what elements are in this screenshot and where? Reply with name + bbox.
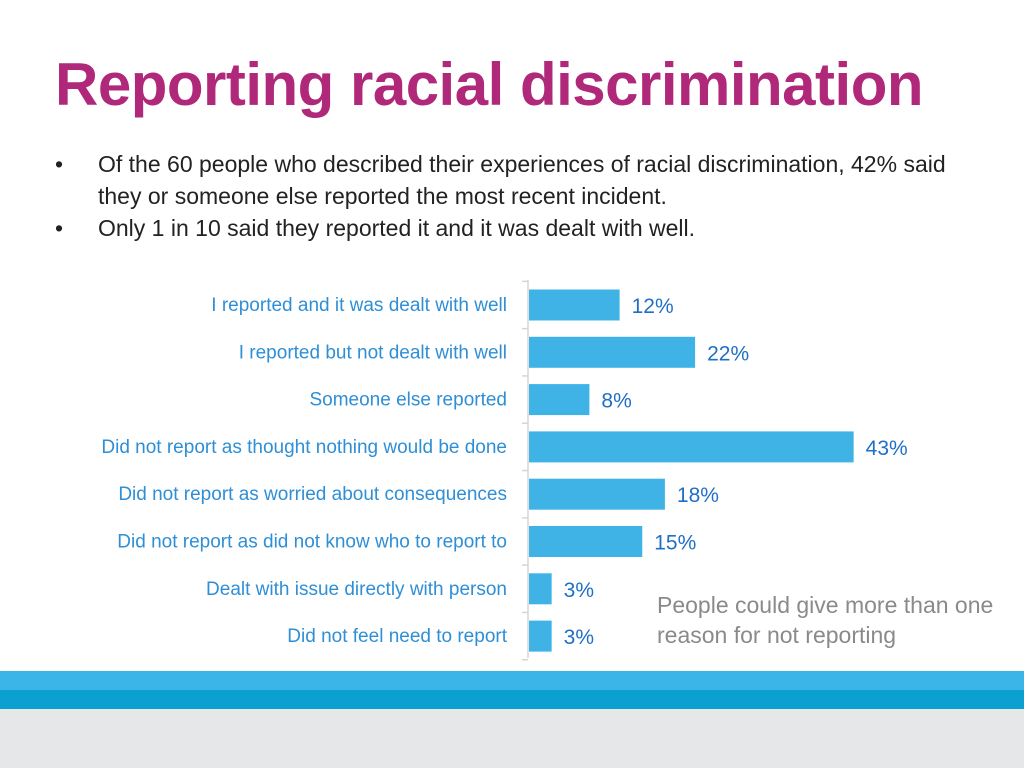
reporting-bar-chart: I reported and it was dealt with well 12%… [101, 280, 908, 661]
value-label: 8% [601, 390, 631, 413]
bullet-item: • Of the 60 people who described their e… [55, 148, 995, 212]
bullet-list: • Of the 60 people who described their e… [55, 148, 995, 244]
value-label: 18% [677, 484, 719, 507]
category-label: I reported but not dealt with well [239, 342, 507, 363]
bar [529, 478, 665, 510]
value-label: 3% [564, 579, 594, 602]
value-label: 15% [654, 532, 696, 555]
category-label: Did not report as thought nothing would … [101, 437, 507, 458]
category-label: Someone else reported [309, 390, 507, 411]
footer-area [0, 709, 1024, 768]
bullet-dot: • [55, 215, 64, 241]
bullet-item: • Only 1 in 10 said they reported it and… [55, 212, 995, 244]
bar [529, 289, 620, 321]
category-label: Did not report as worried about conseque… [118, 484, 507, 505]
bar [529, 431, 854, 463]
bar [529, 336, 696, 368]
footer-band-dark [0, 690, 1024, 709]
category-label: Did not feel need to report [287, 626, 507, 647]
footer-band-light [0, 671, 1024, 690]
bar [529, 526, 643, 557]
category-label: Dealt with issue directly with person [206, 579, 507, 600]
chart-note: People could give more than one reason f… [657, 592, 994, 648]
bullet-text: Of the 60 people who described their exp… [98, 151, 946, 209]
value-label: 43% [866, 437, 908, 460]
value-label: 22% [707, 342, 749, 365]
bar [529, 620, 552, 652]
category-label: Did not report as did not know who to re… [117, 532, 507, 553]
bullet-text: Only 1 in 10 said they reported it and i… [98, 215, 696, 241]
value-label: 12% [632, 295, 674, 318]
value-label: 3% [564, 626, 594, 649]
bullet-dot: • [55, 151, 64, 177]
bar [529, 573, 552, 605]
slide-title: Reporting racial discrimination [55, 51, 924, 118]
bar [529, 384, 590, 416]
category-label: I reported and it was dealt with well [211, 295, 507, 316]
